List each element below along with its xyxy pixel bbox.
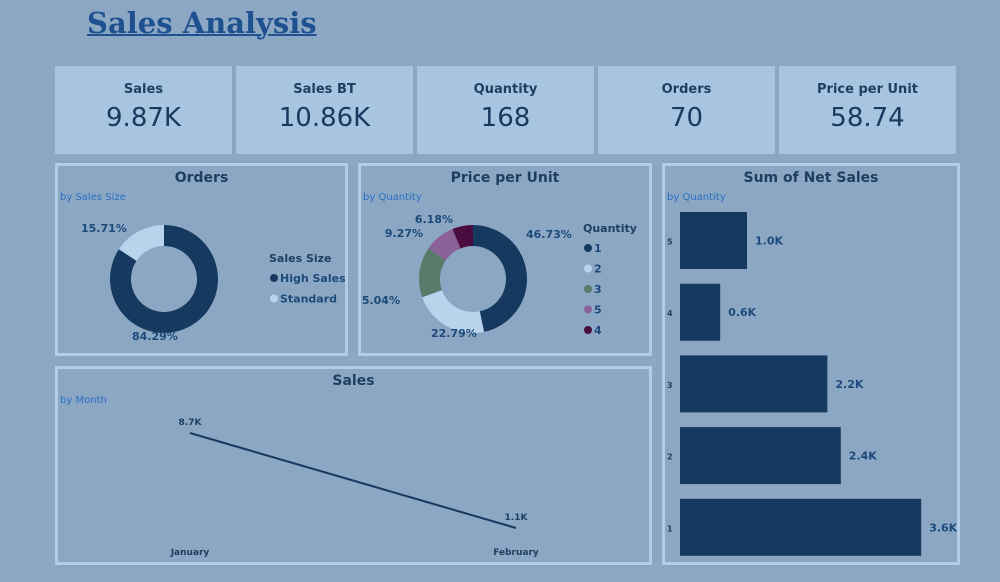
data-label: 3.6K (929, 521, 957, 534)
sales-line (189, 432, 517, 529)
chart-title: Price per Unit (450, 170, 560, 186)
y-tick-label: 1 (667, 524, 673, 533)
kpi-value: 9.87K (106, 103, 181, 133)
kpi-card-quantity[interactable]: Quantity 168 (417, 66, 598, 154)
donut-slice (419, 248, 446, 298)
kpi-label: Price per Unit (817, 82, 918, 97)
net-sales-panel[interactable]: Sum of Net Sales by Quantity 1.0K 5 0.6K 4 2… (662, 163, 960, 565)
donut-slice (422, 290, 485, 333)
sales-line-panel[interactable]: Sales by Month 8.7K January 1.1K February (55, 366, 652, 565)
bar (680, 498, 922, 556)
data-label: 22.79% (431, 327, 477, 340)
legend-marker (584, 326, 592, 334)
chart-title: Sum of Net Sales (743, 170, 879, 186)
legend-item: 1 (594, 242, 602, 255)
kpi-label: Sales (123, 82, 164, 97)
data-label: 15.04% (361, 294, 400, 307)
legend-marker (584, 264, 592, 273)
data-label: 2.2K (835, 378, 863, 391)
kpi-label: Orders (661, 82, 712, 97)
y-tick-label: 3 (667, 381, 673, 390)
chart-subtitle: by Sales Size (60, 192, 126, 203)
legend-item: Standard (280, 293, 337, 306)
orders-donut: 84.29% 15.71% Sales Size High Sales Standard (81, 222, 345, 343)
x-tick-label: February (493, 548, 539, 558)
bar (680, 427, 841, 485)
donut-slice (109, 225, 218, 333)
donut-slice (452, 225, 473, 249)
kpi-card-orders[interactable]: Orders 70 (598, 66, 779, 154)
y-tick-label: 5 (667, 238, 673, 247)
kpi-value: 70 (669, 103, 704, 133)
chart-subtitle: by Month (60, 395, 107, 406)
kpi-card-sales[interactable]: Sales 9.87K (55, 66, 236, 154)
donut-slice (118, 225, 164, 261)
data-label: 15.71% (81, 222, 127, 235)
donut-slice (428, 229, 461, 261)
y-tick-label: 4 (667, 309, 673, 318)
chart-subtitle: by Quantity (363, 192, 422, 203)
data-label: 9.27% (385, 227, 423, 240)
page-title: Sales Analysis (87, 6, 317, 40)
price-donut: 46.73% 22.79% 15.04% 9.27%6.18% Quantity 1 2 3 5… (361, 213, 637, 340)
legend-item: 3 (594, 283, 602, 296)
legend-title: Quantity (583, 222, 637, 235)
data-label: 2.4K (849, 450, 877, 463)
legend-marker (584, 285, 592, 293)
data-label: 1.1K (505, 513, 529, 523)
kpi-label: Sales BT (293, 82, 356, 97)
bar (680, 283, 721, 341)
chart-subtitle: by Quantity (667, 192, 726, 203)
legend-title: Sales Size (269, 252, 332, 265)
y-tick-label: 2 (667, 453, 673, 462)
sales-line-chart: 8.7K January 1.1K February (170, 418, 539, 558)
legend-item: 5 (594, 304, 602, 317)
legend-marker (270, 294, 278, 303)
legend-marker (270, 274, 278, 282)
bar (680, 355, 828, 413)
data-label: 84.29% (132, 330, 178, 343)
legend-item: 4 (594, 324, 602, 337)
data-label: 0.6K (728, 306, 756, 319)
legend-item: High Sales (280, 272, 345, 285)
data-label: 8.7K (179, 418, 203, 428)
kpi-card-sales-bt[interactable]: Sales BT 10.86K (236, 66, 417, 154)
kpi-label: Quantity (473, 82, 538, 97)
kpi-value: 58.74 (830, 103, 905, 133)
chart-title: Orders (174, 170, 229, 186)
legend-item: 2 (594, 263, 602, 276)
orders-panel[interactable]: Orders by Sales Size 84.29% 15.71% Sales S… (55, 163, 348, 356)
price-per-unit-panel[interactable]: Price per Unit by Quantity 46.73% 22.79% 1… (358, 163, 652, 356)
legend-marker (584, 244, 592, 252)
data-label: 46.73% (526, 228, 572, 241)
kpi-card-price-per-unit[interactable]: Price per Unit 58.74 (779, 66, 960, 154)
x-tick-label: January (170, 548, 210, 558)
kpi-row: Sales 9.87K Sales BT 10.86K Quantity 168 Or… (55, 66, 960, 154)
data-label: 6.18% (415, 213, 453, 226)
net-sales-bar-chart: 1.0K 5 0.6K 4 2.2K 3 2.4K 2 3.6K 1 (667, 212, 957, 556)
bar (680, 212, 747, 269)
legend-marker (584, 305, 592, 314)
chart-title: Sales (332, 373, 375, 389)
kpi-value: 10.86K (278, 103, 371, 133)
donut-slice (473, 225, 527, 332)
data-label: 1.0K (755, 235, 783, 248)
kpi-value: 168 (480, 103, 531, 133)
